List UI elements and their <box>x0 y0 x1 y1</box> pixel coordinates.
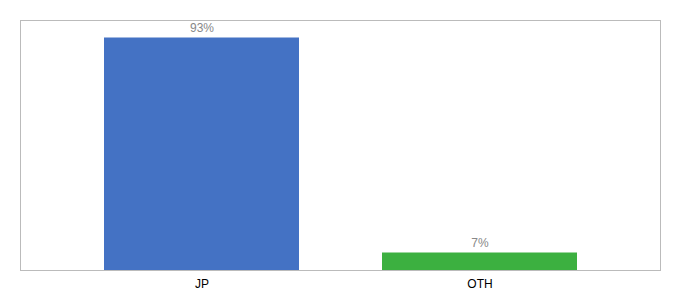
svg-text:OTH: OTH <box>467 277 492 291</box>
svg-text:7%: 7% <box>471 236 489 250</box>
svg-text:93%: 93% <box>190 21 214 35</box>
svg-text:JP: JP <box>195 277 209 291</box>
